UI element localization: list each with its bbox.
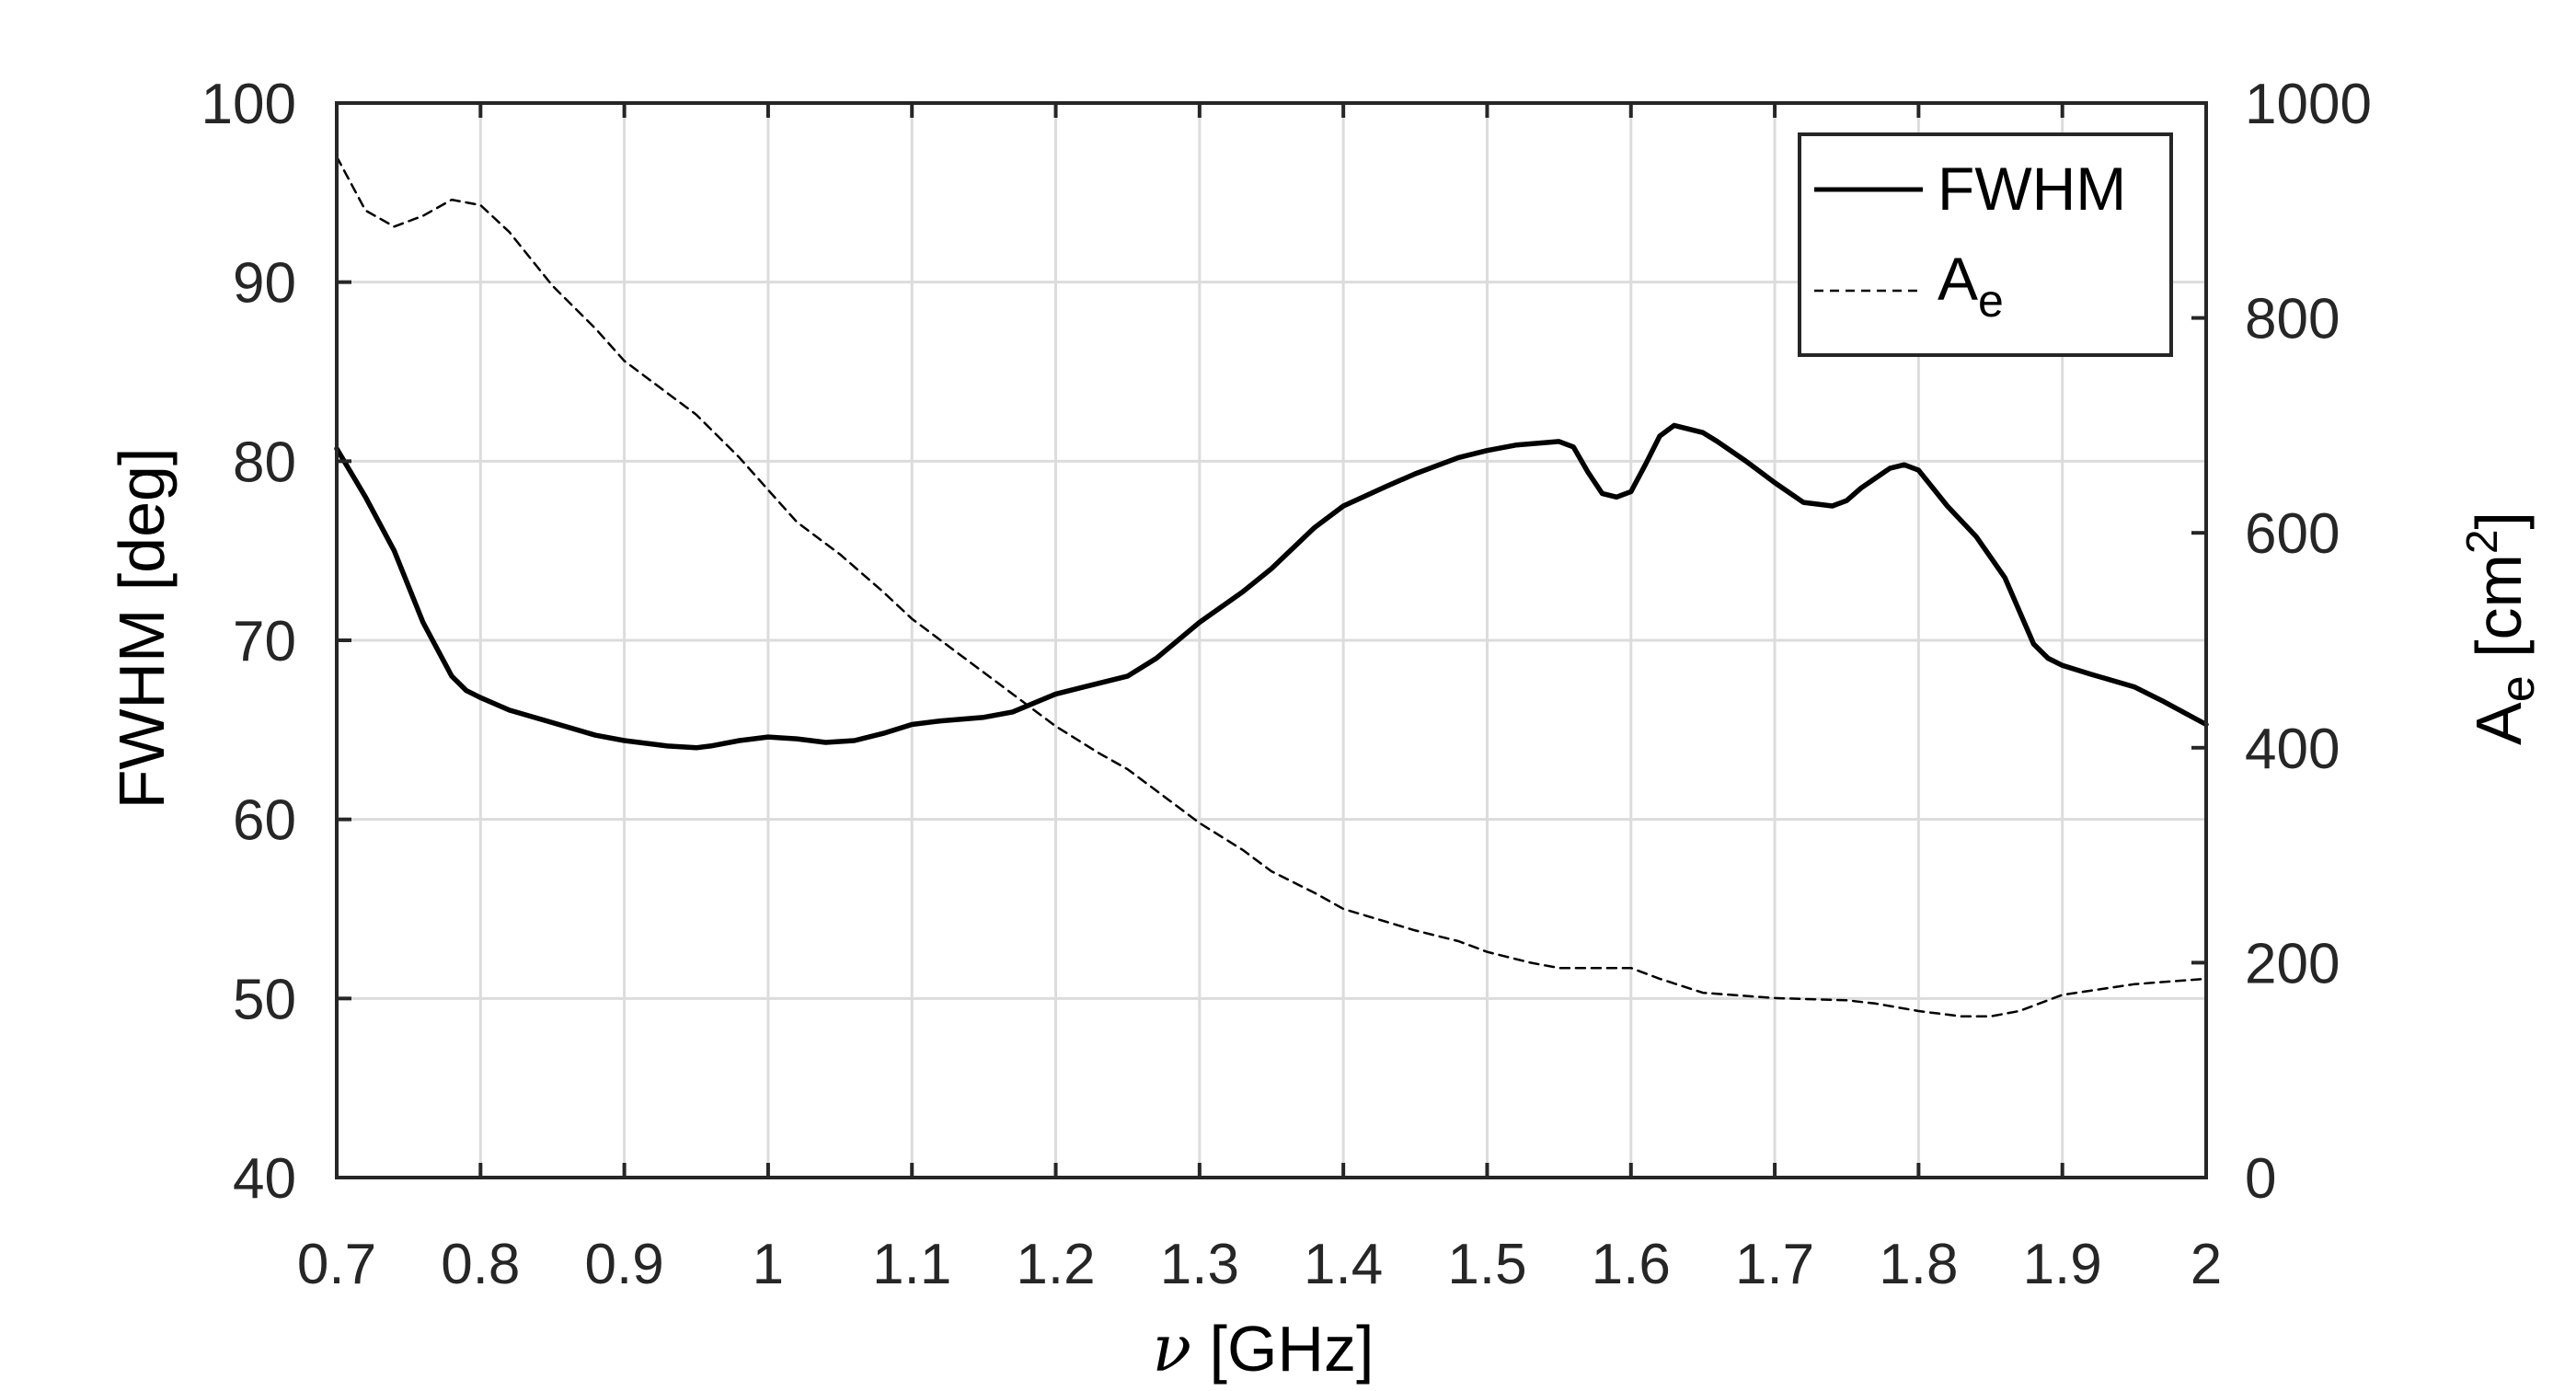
x-tick-label: 1.4 bbox=[1304, 1233, 1383, 1296]
legend-fwhm-label: FWHM bbox=[1938, 155, 2126, 223]
series-layer bbox=[334, 155, 2209, 1018]
x-tick-label: 1.1 bbox=[872, 1233, 951, 1296]
y-left-tick-label: 100 bbox=[201, 73, 296, 136]
y-right-tick-label: 1000 bbox=[2245, 73, 2372, 136]
series-line-fwhm bbox=[334, 422, 2209, 751]
y-right-tick-label: 200 bbox=[2245, 932, 2340, 995]
x-tick-label: 0.7 bbox=[297, 1233, 376, 1296]
y-left-tick-label: 50 bbox=[233, 968, 296, 1031]
x-tick-label: 1 bbox=[753, 1233, 784, 1296]
y-right-axis-sub: e bbox=[2491, 675, 2545, 702]
tick-labels: 0.7 0.8 0.9 1 1.1 1.2 1.3 1.4 1.5 1.6 1.7 1.8 1.9 2 40… bbox=[201, 73, 2372, 1296]
legend: FWHM Ae bbox=[1798, 132, 2173, 357]
legend-ae-sub: e bbox=[1978, 275, 2004, 327]
series-line-ae bbox=[335, 155, 2208, 1018]
y-right-axis-sup: 2 bbox=[2458, 529, 2507, 554]
y-right-tick-label: 0 bbox=[2245, 1147, 2276, 1211]
x-tick-label: 0.9 bbox=[585, 1233, 664, 1296]
x-tick-label: 1.5 bbox=[1447, 1233, 1526, 1296]
y-left-tick-label: 80 bbox=[233, 431, 296, 494]
x-tick-label: 1.9 bbox=[2023, 1233, 2102, 1296]
y-left-tick-label: 90 bbox=[233, 252, 296, 316]
x-axis-title: ν [GHz] bbox=[1153, 1311, 1374, 1386]
legend-ae-label: Ae bbox=[1938, 245, 2004, 327]
x-tick-label: 2 bbox=[2191, 1233, 2222, 1296]
y-right-tick-label: 400 bbox=[2245, 718, 2340, 781]
x-tick-label: 0.8 bbox=[441, 1233, 520, 1296]
legend-box bbox=[1798, 132, 2173, 357]
y-right-tick-label: 800 bbox=[2245, 288, 2340, 351]
ticks-layer bbox=[335, 101, 2208, 1179]
x-tick-label: 1.2 bbox=[1016, 1233, 1095, 1296]
y-left-axis-title: FWHM [deg] bbox=[106, 448, 178, 810]
y-right-axis-end: ] bbox=[2463, 512, 2535, 529]
x-tick-label: 1.8 bbox=[1879, 1233, 1958, 1296]
x-axis-symbol: ν bbox=[1153, 1311, 1192, 1386]
x-tick-label: 1.3 bbox=[1160, 1233, 1239, 1296]
x-tick-label: 1.7 bbox=[1735, 1233, 1814, 1296]
y-right-axis-main: A bbox=[2463, 702, 2535, 745]
y-left-tick-label: 40 bbox=[233, 1147, 296, 1211]
x-axis-unit: [GHz] bbox=[1191, 1313, 1374, 1385]
y-left-tick-label: 70 bbox=[233, 610, 296, 673]
y-right-axis-title: Ae [cm2] bbox=[2458, 512, 2545, 745]
legend-ae-main: A bbox=[1938, 245, 1978, 313]
x-tick-label: 1.6 bbox=[1592, 1233, 1671, 1296]
y-left-tick-label: 60 bbox=[233, 789, 296, 853]
y-right-tick-label: 600 bbox=[2245, 502, 2340, 566]
y-right-axis-rest: [cm bbox=[2463, 554, 2535, 675]
